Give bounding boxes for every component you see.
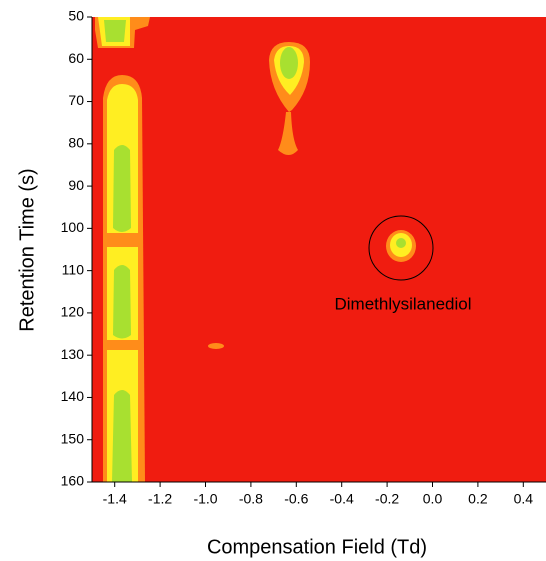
y-tick-label: 160 — [61, 473, 85, 489]
y-tick-label: 140 — [61, 388, 85, 404]
y-tick-label: 50 — [68, 8, 84, 24]
plot-background — [92, 17, 546, 482]
contour — [113, 265, 131, 339]
x-axis-title: Compensation Field (Td) — [207, 536, 427, 558]
contour — [280, 47, 298, 79]
y-tick-label: 80 — [68, 135, 84, 151]
contour — [106, 233, 140, 247]
contour — [112, 390, 132, 482]
contours — [95, 17, 434, 482]
y-tick-label: 110 — [62, 261, 85, 277]
x-tick-label: 0.2 — [468, 491, 488, 507]
y-tick-label: 130 — [61, 346, 85, 362]
contour — [396, 238, 406, 248]
y-axis-title: Retention Time (s) — [16, 168, 38, 331]
contour — [113, 145, 131, 232]
x-tick-label: -0.2 — [375, 491, 399, 507]
x-tick-label: -0.4 — [330, 491, 354, 507]
x-tick-label: -1.4 — [103, 491, 127, 507]
x-tick-label: 0.0 — [423, 491, 443, 507]
annotation-circle — [368, 215, 434, 281]
x-tick-label: 0.4 — [514, 491, 534, 507]
x-tick-label: -1.0 — [193, 491, 217, 507]
y-tick-label: 90 — [68, 177, 84, 193]
y-tick-label: 70 — [68, 92, 84, 108]
annotation: Dimethlysilanediol — [334, 294, 471, 313]
contour — [104, 20, 126, 42]
y-tick-label: 60 — [68, 50, 84, 66]
y-tick-label: 100 — [61, 219, 85, 235]
y-tick-label: 150 — [61, 430, 85, 446]
x-tick-label: -0.6 — [284, 491, 308, 507]
contour — [208, 343, 224, 349]
x-tick-label: -0.8 — [239, 491, 263, 507]
y-tick-label: 120 — [61, 304, 85, 320]
x-tick-label: -1.2 — [148, 491, 172, 507]
contour — [106, 340, 140, 350]
contour — [278, 112, 298, 155]
